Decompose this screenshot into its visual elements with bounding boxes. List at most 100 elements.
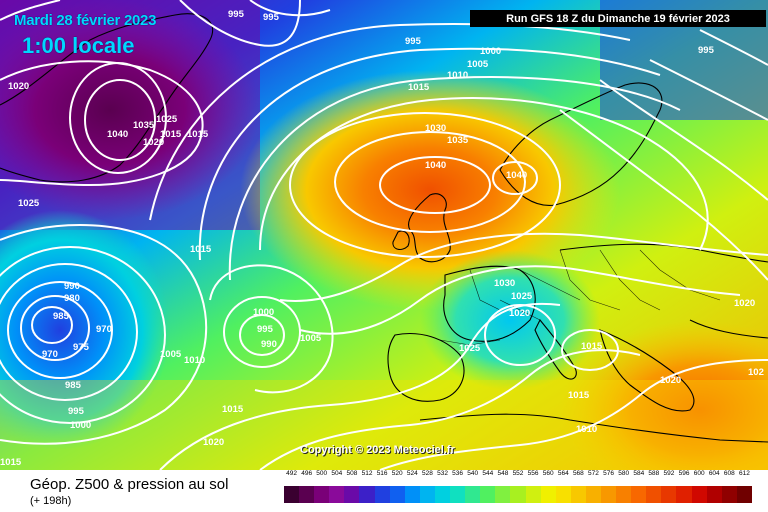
scale-swatch xyxy=(706,486,722,503)
scale-swatch xyxy=(359,486,375,503)
isobar-label: 985 xyxy=(65,380,82,391)
isobar-label: 995 xyxy=(257,324,274,335)
scale-swatch xyxy=(646,486,662,503)
scale-label: 580 xyxy=(618,470,630,477)
isobar-label: 1010 xyxy=(576,424,597,435)
scale-label: 576 xyxy=(603,470,615,477)
scale-label: 528 xyxy=(421,470,433,477)
scale-swatch xyxy=(661,486,677,503)
isobar-label: 1015 xyxy=(190,244,212,255)
isobar-label-cut: 102 xyxy=(748,367,764,378)
map-title: Géop. Z500 & pression au sol xyxy=(30,476,229,493)
scale-swatch xyxy=(329,486,345,503)
isobar-label: 995 xyxy=(405,36,422,47)
isobar-label: 995 xyxy=(68,406,85,417)
copyright: Copyright © 2023 Meteociel.fr xyxy=(300,444,455,456)
scale-label: 596 xyxy=(678,470,690,477)
scale-swatch xyxy=(570,486,586,503)
scale-label: 572 xyxy=(588,470,599,477)
scale-label: 604 xyxy=(708,470,720,477)
scale-label: 540 xyxy=(467,470,479,477)
scale-swatch xyxy=(344,486,360,503)
scale-swatch xyxy=(465,486,481,503)
isobar-label: 1015 xyxy=(581,341,603,352)
scale-swatch xyxy=(389,486,405,503)
forecast-range: (+ 198h) xyxy=(30,495,72,507)
isobar-label: 1030 xyxy=(494,278,515,289)
scale-swatch xyxy=(555,486,571,503)
isobar-label: 1010 xyxy=(184,355,205,366)
scale-swatch xyxy=(631,486,647,503)
isobar-label: 1025 xyxy=(156,114,178,125)
scale-label: 552 xyxy=(512,470,524,477)
isobar-labels: 995 995 995 1000 1005 1010 1015 1020 104… xyxy=(0,9,755,468)
isobar-label: 1005 xyxy=(160,349,182,360)
isobar-label: 1025 xyxy=(511,291,533,302)
scale-label: 508 xyxy=(346,470,358,477)
scale-swatch xyxy=(419,486,435,503)
isobar-label: 990 xyxy=(261,339,277,350)
atlantic-low-field xyxy=(0,210,170,450)
scale-swatch xyxy=(314,486,330,503)
scale-label: 504 xyxy=(331,470,343,477)
scale-label: 556 xyxy=(527,470,539,477)
scale-swatch xyxy=(510,486,526,503)
isobar-label: 1025 xyxy=(18,198,40,209)
isobars xyxy=(0,0,768,187)
scale-swatch xyxy=(540,486,556,503)
scale-swatch xyxy=(404,486,420,503)
scale-label: 592 xyxy=(663,470,675,477)
scale-swatch xyxy=(585,486,601,503)
scale-swatch xyxy=(691,486,707,503)
scale-label: 588 xyxy=(648,470,660,477)
scale-label: 516 xyxy=(376,470,388,477)
scale-label: 612 xyxy=(739,470,750,477)
scale-label: 496 xyxy=(301,470,313,477)
isobar-label: 1035 xyxy=(447,135,469,146)
scale-label: 608 xyxy=(723,470,735,477)
scale-label: 568 xyxy=(572,470,584,477)
scale-label: 492 xyxy=(286,470,297,477)
legend-footer: Géop. Z500 & pression au sol (+ 198h) 49… xyxy=(0,470,768,512)
isobar-label: 1005 xyxy=(300,333,322,344)
isobar-label: 1015 xyxy=(568,390,590,401)
isobar-label: 1040 xyxy=(425,160,446,171)
isobar-label: 1015 xyxy=(160,129,182,140)
isobar-label: 970 xyxy=(96,324,112,335)
scale-label: 500 xyxy=(316,470,328,477)
forecast-date: Mardi 28 février 2023 xyxy=(14,12,157,29)
isobar-label: 995 xyxy=(228,9,245,20)
isobar-label: 1040 xyxy=(107,129,128,140)
country-borders xyxy=(439,249,721,346)
scale-swatch xyxy=(480,486,496,503)
isobar-label: 1020 xyxy=(509,308,530,319)
isobar-label: 980 xyxy=(64,293,80,304)
isobar-label: 1000 xyxy=(70,420,91,431)
forecast-time: 1:00 locale xyxy=(22,33,135,58)
scale-label: 524 xyxy=(406,470,418,477)
isobar-label: 1015 xyxy=(222,404,244,415)
isobar-label: 985 xyxy=(53,311,70,322)
isobar-label: 1020 xyxy=(734,298,755,309)
color-scale xyxy=(284,486,752,503)
scale-swatch xyxy=(450,486,466,503)
color-scale-labels: 492 496 500 504 508 512 516 520 524 528 532 536 540 5… xyxy=(284,470,752,480)
scale-swatch xyxy=(374,486,390,503)
scale-label: 536 xyxy=(452,470,464,477)
scale-swatch xyxy=(495,486,511,503)
scale-swatch xyxy=(600,486,617,503)
scale-swatch xyxy=(616,486,632,503)
scale-swatch xyxy=(299,486,315,503)
isobar-label: 1020 xyxy=(143,137,164,148)
scale-swatch xyxy=(736,486,752,503)
run-info: Run GFS 18 Z du Dimanche 19 février 2023 xyxy=(470,10,766,27)
scale-label: 564 xyxy=(557,470,569,477)
coastlines xyxy=(0,13,768,443)
scale-swatch xyxy=(676,486,692,503)
isobar-label: 975 xyxy=(73,342,90,353)
scale-swatch xyxy=(284,486,300,503)
isobar-label: 1005 xyxy=(467,59,489,70)
isobar-label: 1040 xyxy=(506,170,527,181)
isobar-label: 1015 xyxy=(187,129,209,140)
